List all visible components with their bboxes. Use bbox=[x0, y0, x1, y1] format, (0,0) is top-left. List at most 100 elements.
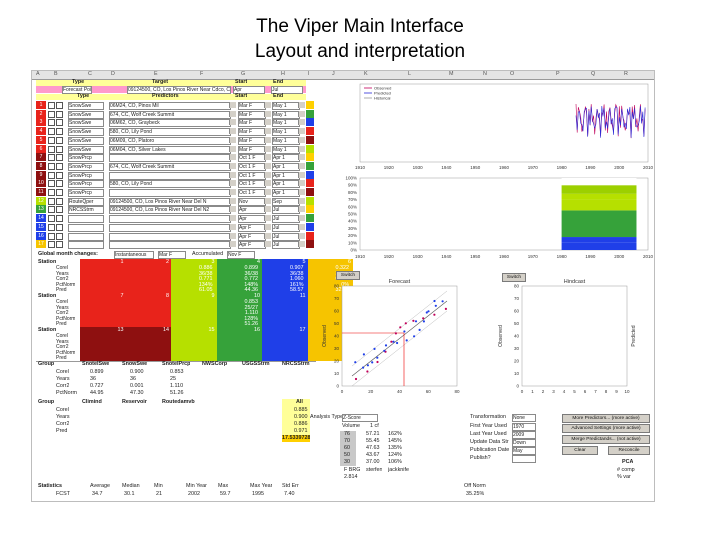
predictor-type-select[interactable]: SnowPrcp bbox=[68, 154, 104, 163]
dropdown-arrow-icon[interactable] bbox=[229, 110, 236, 117]
dropdown-arrow-icon[interactable] bbox=[229, 136, 236, 143]
predictor-checkbox[interactable] bbox=[56, 119, 63, 127]
predictor-type-select[interactable] bbox=[68, 241, 104, 250]
predictor-checkbox[interactable] bbox=[48, 197, 55, 205]
predictor-type-select[interactable]: SnowSwe bbox=[68, 136, 104, 145]
predictor-checkbox[interactable] bbox=[48, 180, 55, 188]
predictor-type-select[interactable]: SnowSwe bbox=[68, 102, 104, 110]
predictor-checkbox[interactable] bbox=[56, 215, 63, 223]
dropdown-arrow-icon[interactable] bbox=[264, 206, 271, 213]
dropdown-arrow-icon[interactable] bbox=[229, 145, 236, 152]
dropdown-arrow-icon[interactable] bbox=[229, 241, 236, 248]
predictor-checkbox[interactable] bbox=[48, 102, 55, 109]
analysis-type-select[interactable]: Z-Score bbox=[342, 414, 378, 422]
predictor-checkbox[interactable] bbox=[56, 136, 63, 144]
transformation-row-input[interactable]: Down bbox=[512, 439, 536, 447]
dropdown-arrow-icon[interactable] bbox=[264, 232, 271, 239]
dropdown-arrow-icon[interactable] bbox=[298, 232, 305, 239]
dropdown-arrow-icon[interactable] bbox=[298, 206, 305, 213]
more-predictors-button[interactable]: More Predictors... (more active) bbox=[562, 414, 650, 423]
predictor-checkbox[interactable] bbox=[56, 162, 63, 170]
predictor-checkbox[interactable] bbox=[56, 102, 63, 109]
switch-button-hindcast[interactable]: Switch bbox=[502, 273, 526, 282]
target-end-select[interactable]: Jul bbox=[271, 86, 303, 94]
advanced-settings-button[interactable]: Advanced Settings (more active) bbox=[562, 424, 650, 433]
dropdown-arrow-icon[interactable] bbox=[298, 154, 305, 161]
predictor-checkbox[interactable] bbox=[48, 189, 55, 196]
transformation-select[interactable]: None bbox=[512, 414, 536, 422]
dropdown-arrow-icon[interactable] bbox=[264, 171, 271, 178]
reconcile-button[interactable]: Reconcile bbox=[608, 446, 650, 455]
dropdown-arrow-icon[interactable] bbox=[229, 206, 236, 213]
dropdown-arrow-icon[interactable] bbox=[298, 128, 305, 135]
dropdown-arrow-icon[interactable] bbox=[229, 154, 236, 161]
dropdown-arrow-icon[interactable] bbox=[264, 180, 271, 187]
dropdown-arrow-icon[interactable] bbox=[298, 189, 305, 195]
dropdown-arrow-icon[interactable] bbox=[264, 119, 271, 126]
predictor-checkbox[interactable] bbox=[56, 145, 63, 153]
predictor-checkbox[interactable] bbox=[48, 241, 55, 249]
transformation-row-input[interactable]: 1970 bbox=[512, 423, 536, 431]
dropdown-arrow-icon[interactable] bbox=[298, 110, 305, 117]
predictor-checkbox[interactable] bbox=[56, 189, 63, 196]
merge-predictands-button[interactable]: Merge Predictands... (not active) bbox=[562, 435, 650, 444]
clear-button[interactable]: Clear bbox=[562, 446, 598, 455]
predictor-start-select[interactable]: Apr F bbox=[238, 241, 266, 250]
switch-button-forecast[interactable]: Switch bbox=[336, 271, 360, 280]
predictor-type-select[interactable] bbox=[68, 215, 104, 224]
transformation-row-input[interactable] bbox=[512, 455, 536, 463]
dropdown-arrow-icon[interactable] bbox=[229, 189, 236, 195]
target-type-select[interactable]: Forecast Point bbox=[62, 86, 92, 94]
predictor-type-select[interactable]: SnowPrcp bbox=[68, 180, 104, 189]
predictor-checkbox[interactable] bbox=[48, 171, 55, 179]
dropdown-arrow-icon[interactable] bbox=[298, 119, 305, 126]
global-month2-select[interactable]: Nov F bbox=[227, 251, 255, 259]
predictor-checkbox[interactable] bbox=[56, 110, 63, 118]
dropdown-arrow-icon[interactable] bbox=[298, 136, 305, 143]
predictor-checkbox[interactable] bbox=[56, 232, 63, 240]
dropdown-arrow-icon[interactable] bbox=[264, 110, 271, 117]
dropdown-arrow-icon[interactable] bbox=[264, 145, 271, 152]
predictor-type-select[interactable]: SnowSwe bbox=[68, 119, 104, 128]
predictor-checkbox[interactable] bbox=[48, 154, 55, 162]
predictor-checkbox[interactable] bbox=[48, 136, 55, 144]
predictor-checkbox[interactable] bbox=[56, 171, 63, 179]
dropdown-arrow-icon[interactable] bbox=[298, 215, 305, 222]
predictor-checkbox[interactable] bbox=[48, 206, 55, 214]
dropdown-arrow-icon[interactable] bbox=[229, 162, 236, 169]
dropdown-arrow-icon[interactable] bbox=[298, 162, 305, 169]
dropdown-arrow-icon[interactable] bbox=[229, 197, 236, 204]
predictor-type-select[interactable]: RouteQper bbox=[68, 197, 104, 206]
predictor-checkbox[interactable] bbox=[56, 180, 63, 188]
dropdown-arrow-icon[interactable] bbox=[298, 197, 305, 204]
target-start-select[interactable]: Apr bbox=[233, 86, 265, 94]
dropdown-arrow-icon[interactable] bbox=[229, 128, 236, 135]
predictor-checkbox[interactable] bbox=[48, 119, 55, 127]
predictor-type-select[interactable]: NRCSStrm bbox=[68, 206, 104, 215]
predictor-checkbox[interactable] bbox=[56, 241, 63, 249]
predictor-checkbox[interactable] bbox=[48, 215, 55, 223]
predictor-checkbox[interactable] bbox=[56, 206, 63, 214]
predictor-checkbox[interactable] bbox=[48, 145, 55, 153]
dropdown-arrow-icon[interactable] bbox=[298, 171, 305, 178]
predictor-type-select[interactable]: SnowSwe bbox=[68, 110, 104, 119]
dropdown-arrow-icon[interactable] bbox=[298, 223, 305, 230]
dropdown-arrow-icon[interactable] bbox=[229, 119, 236, 126]
dropdown-arrow-icon[interactable] bbox=[298, 241, 305, 248]
global-mode-select[interactable]: Instantaneous bbox=[114, 251, 154, 259]
dropdown-arrow-icon[interactable] bbox=[229, 180, 236, 187]
target-select[interactable]: 09124500, CO, Los Pinos River Near Cdco,… bbox=[127, 86, 231, 94]
predictor-checkbox[interactable] bbox=[48, 162, 55, 170]
predictor-type-select[interactable]: SnowPrcp bbox=[68, 162, 104, 171]
dropdown-arrow-icon[interactable] bbox=[264, 189, 271, 195]
dropdown-arrow-icon[interactable] bbox=[264, 215, 271, 222]
predictor-checkbox[interactable] bbox=[56, 223, 63, 231]
dropdown-arrow-icon[interactable] bbox=[264, 102, 271, 108]
predictor-end-select[interactable]: Jul bbox=[272, 241, 300, 250]
predictor-checkbox[interactable] bbox=[48, 128, 55, 136]
dropdown-arrow-icon[interactable] bbox=[229, 102, 236, 108]
predictor-type-select[interactable]: SnowSwe bbox=[68, 145, 104, 154]
predictor-type-select[interactable]: SnowSwe bbox=[68, 128, 104, 137]
predictor-checkbox[interactable] bbox=[48, 223, 55, 231]
transformation-row-input[interactable]: 2009 bbox=[512, 431, 536, 439]
